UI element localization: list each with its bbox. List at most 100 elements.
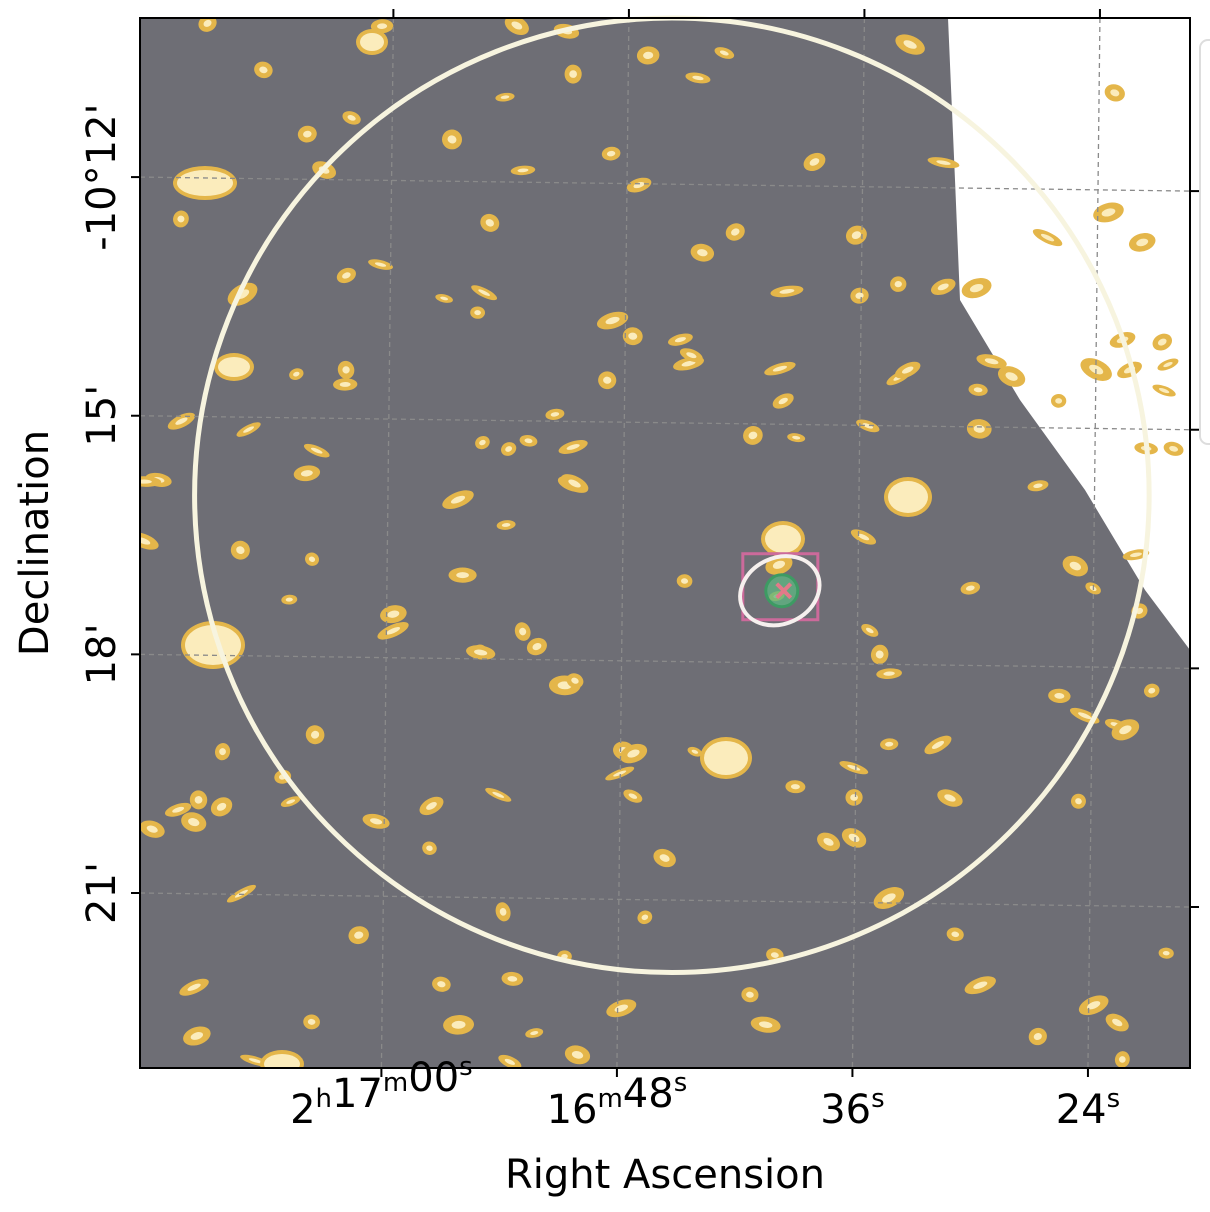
bright-source-core <box>758 1021 773 1028</box>
bright-source-core <box>426 845 433 851</box>
bright-source-core <box>686 352 697 359</box>
bright-source-core <box>190 1032 204 1040</box>
bright-source-core <box>1119 1056 1126 1063</box>
y-tick-label: -10°12' <box>79 103 125 250</box>
x-tick-label: 2h17m00s <box>290 1052 473 1133</box>
bright-source-core <box>501 523 511 527</box>
bright-source-core <box>517 168 529 173</box>
bright-source-core <box>571 1051 584 1059</box>
bright-source-core <box>641 914 649 921</box>
bright-source-core <box>219 748 226 756</box>
bright-source-core <box>524 438 533 444</box>
bright-source-core <box>697 249 708 257</box>
bright-source-core <box>770 952 779 958</box>
bright-source-core <box>177 215 185 223</box>
bright-source-core <box>883 671 895 676</box>
bright-source-core <box>360 33 384 51</box>
y-tick-label: 18' <box>79 623 125 685</box>
x-axis-title: Right Ascension <box>505 1152 825 1198</box>
bright-source-core <box>1162 950 1170 956</box>
bright-source-core <box>216 802 227 811</box>
bright-source-core <box>809 158 820 166</box>
grid-line-ra <box>380 17 395 1069</box>
bright-source-core <box>681 360 696 367</box>
bright-source-core <box>965 585 975 591</box>
bright-source-core <box>1101 208 1116 217</box>
y-tick-label: 21' <box>79 862 125 924</box>
bright-source-core <box>450 495 466 504</box>
bright-source-core <box>973 424 985 433</box>
bright-source-core <box>719 50 729 56</box>
bright-source-core <box>146 825 158 833</box>
bright-source-core <box>1112 1018 1123 1027</box>
bright-source-core <box>478 289 490 296</box>
bright-source-core <box>681 578 689 584</box>
bright-source-core <box>505 446 512 452</box>
bright-source-core <box>1054 693 1065 699</box>
bright-source-core <box>234 889 248 898</box>
bright-source-core <box>691 749 699 754</box>
bright-source-core <box>936 160 951 165</box>
bright-source-core <box>748 431 758 440</box>
bright-source-core <box>550 412 560 417</box>
bright-source-core <box>1033 1033 1042 1041</box>
bright-source-core <box>377 23 388 29</box>
x-axis-ticks: 2h17m00s 16m48s 36s 24s <box>290 9 1120 1133</box>
bright-source-core <box>903 40 917 49</box>
bright-source-core <box>628 793 638 799</box>
bright-source-core <box>848 833 860 842</box>
cross-marker <box>775 582 793 600</box>
bright-source-core <box>902 366 914 374</box>
bright-source-core <box>790 784 800 790</box>
bright-source-core <box>218 357 250 377</box>
bright-source-core <box>185 625 241 665</box>
bright-source-core <box>474 310 481 316</box>
bright-source-core <box>259 66 268 74</box>
bright-source-core <box>674 337 686 343</box>
bright-source-core <box>339 381 351 387</box>
bright-source-core <box>370 818 383 825</box>
bright-source-core <box>451 1020 466 1029</box>
bright-source-core <box>603 376 612 384</box>
bright-source-core <box>894 281 902 288</box>
bright-source-core <box>882 893 896 903</box>
bright-source-core <box>605 316 620 325</box>
bright-source-core <box>447 135 457 144</box>
bright-source-core <box>847 764 861 771</box>
bright-source-core <box>426 802 437 810</box>
y-axis-ticks: -10°12' 15' 18' 21' <box>79 103 1199 924</box>
bright-source-core <box>172 806 185 813</box>
bright-source-core <box>746 991 754 998</box>
x-tick-label: 16m48s <box>547 1068 688 1133</box>
bright-source-core <box>177 170 233 196</box>
bright-source-core <box>293 371 300 377</box>
bright-source-core <box>243 426 255 433</box>
bright-source-core <box>778 397 788 405</box>
bright-source-core <box>387 610 400 618</box>
plot-frame <box>139 17 1191 1069</box>
bright-source-core <box>311 730 320 739</box>
bright-source-core <box>511 21 523 30</box>
bright-source-core <box>1136 238 1149 247</box>
bright-source-core <box>659 854 670 862</box>
bright-source-core <box>692 75 704 81</box>
bright-source-core <box>969 283 984 293</box>
bright-source-core <box>1148 687 1156 694</box>
bright-source-core <box>188 818 200 827</box>
bright-source-core <box>1005 372 1018 381</box>
bright-source-core <box>731 228 740 236</box>
bright-source-core <box>474 649 488 656</box>
bright-source-core <box>857 533 870 541</box>
grid-line-dec <box>139 653 1191 670</box>
bright-source-core <box>386 627 401 635</box>
grid-line-dec <box>139 415 1191 431</box>
bright-source-core <box>307 1018 316 1025</box>
bright-source-core <box>931 740 945 749</box>
coverage-gap <box>948 18 1190 650</box>
bright-source-core <box>286 799 296 804</box>
x-tick-label: 24s <box>1056 1084 1120 1133</box>
bright-source-core <box>1075 798 1082 805</box>
bright-source-core <box>571 677 579 684</box>
bright-source-core <box>485 219 494 227</box>
